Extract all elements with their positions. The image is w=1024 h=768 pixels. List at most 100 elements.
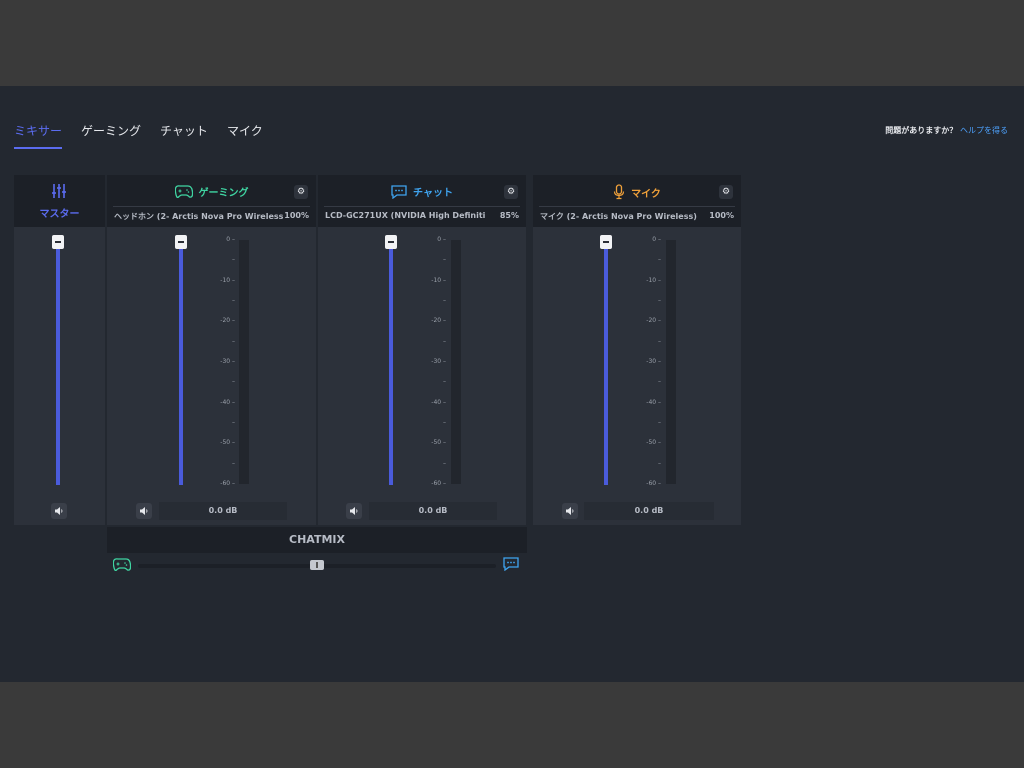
mixer-app: ミキサー ゲーミング チャット マイク 問題がありますか？ ヘルプを得る マスタ… xyxy=(0,86,1024,682)
master-volume-handle[interactable] xyxy=(52,235,64,249)
master-body xyxy=(14,227,105,525)
mic-mute-button[interactable] xyxy=(562,503,578,519)
meter-tick-label: -60 – xyxy=(431,480,446,487)
meter-tick-label: – xyxy=(232,419,235,426)
meter-tick-label: 0 – xyxy=(652,236,661,243)
gaming-settings-gear-icon[interactable]: ⚙ xyxy=(294,185,308,199)
gaming-db-value[interactable]: 0.0 dB xyxy=(159,502,287,520)
meter-tick-label: -40 – xyxy=(220,398,235,406)
mic-volume-handle[interactable] xyxy=(600,235,612,249)
meter-tick-label: – xyxy=(232,256,235,264)
chat-header: チャット ⚙ LCD-GC271UX (NVIDIA High Definiti… xyxy=(318,175,526,227)
mic-volume-track[interactable] xyxy=(604,240,608,485)
meter-tick-label: 0 – xyxy=(226,236,235,243)
chat-title: チャット xyxy=(413,188,453,199)
mic-settings-gear-icon[interactable]: ⚙ xyxy=(719,185,733,199)
meter-tick-label: – xyxy=(232,297,235,304)
chat-bubble-icon xyxy=(391,184,407,199)
meter-tick-label: – xyxy=(232,378,235,386)
mic-percent: 100% xyxy=(709,211,734,220)
meter-tick-label: -50 – xyxy=(431,439,446,447)
chat-mute-button[interactable] xyxy=(346,503,362,519)
gaming-column: ゲーミング ⚙ ヘッドホン (2- Arctis Nova Pro Wirele… xyxy=(107,175,316,525)
chat-settings-gear-icon[interactable]: ⚙ xyxy=(504,185,518,199)
meter-tick-label: – xyxy=(658,378,661,386)
tab-chat[interactable]: チャット xyxy=(160,124,208,138)
meter-tick-label: – xyxy=(658,297,661,304)
gamepad-icon[interactable] xyxy=(113,558,131,571)
chat-db-value[interactable]: 0.0 dB xyxy=(369,502,497,520)
meter-tick-label: -20 – xyxy=(220,317,235,325)
gaming-mute-button[interactable] xyxy=(136,503,152,519)
divider xyxy=(324,206,520,207)
meter-tick-label: -40 – xyxy=(646,398,661,406)
meter-tick-label: -30 – xyxy=(431,358,446,365)
gaming-level-meter xyxy=(239,240,249,484)
chat-volume-handle[interactable] xyxy=(385,235,397,249)
gamepad-icon xyxy=(174,185,193,198)
gaming-volume-track[interactable] xyxy=(179,240,183,485)
meter-tick-label: -10 – xyxy=(646,276,661,284)
divider xyxy=(113,206,310,207)
master-mute-button[interactable] xyxy=(51,503,67,519)
speaker-icon xyxy=(55,507,63,515)
meter-tick-label: -30 – xyxy=(646,358,661,365)
meter-tick-label: – xyxy=(232,459,235,467)
chat-bubble-icon[interactable] xyxy=(503,557,519,571)
meter-tick-label: – xyxy=(443,256,446,264)
mic-level-meter xyxy=(666,240,676,484)
master-column: マスター xyxy=(14,175,105,525)
meter-tick-label: -40 – xyxy=(431,398,446,406)
meter-tick-label: – xyxy=(443,337,446,345)
sliders-icon xyxy=(52,184,66,198)
tab-mic[interactable]: マイク xyxy=(227,124,263,138)
speaker-icon xyxy=(566,507,574,515)
help-link[interactable]: ヘルプを得る xyxy=(960,126,1008,135)
meter-tick-label: – xyxy=(232,337,235,345)
mic-device-name: マイク (2- Arctis Nova Pro Wireless) xyxy=(540,212,697,221)
chatmix-title: CHATMIX xyxy=(107,527,527,553)
speaker-icon xyxy=(140,507,148,515)
meter-tick-label: -60 – xyxy=(646,480,661,487)
chat-body: 0 – – -10 – – -20 – – -30 – – -40 – – -50 – – -60 – … xyxy=(318,227,526,525)
help-question: 問題がありますか？ xyxy=(885,126,958,135)
meter-tick-label: -20 – xyxy=(431,317,446,325)
gaming-body: 0 – – -10 – – -20 – – -30 – – -40 – – -50 – – -60 – … xyxy=(107,227,316,525)
meter-tick-label: -10 – xyxy=(431,276,446,284)
meter-tick-label: – xyxy=(658,459,661,467)
meter-tick-label: – xyxy=(443,297,446,304)
tab-gaming[interactable]: ゲーミング xyxy=(81,124,142,138)
mic-meter-scale: 0 – – -10 – – -20 – – -30 – – -40 – – -50 – – -60 – xyxy=(631,236,661,489)
meter-tick-label: -60 – xyxy=(220,480,235,487)
mic-title: マイク xyxy=(631,188,661,200)
meter-tick-label: -20 – xyxy=(646,317,661,325)
gaming-device-name: ヘッドホン (2- Arctis Nova Pro Wireless) xyxy=(114,212,284,221)
divider xyxy=(539,206,735,207)
meter-tick-label: -50 – xyxy=(220,439,235,447)
chat-percent: 85% xyxy=(499,211,519,220)
help-text: 問題がありますか？ ヘルプを得る xyxy=(885,125,1008,136)
master-volume-track[interactable] xyxy=(56,240,60,485)
chat-meter-scale: 0 – – -10 – – -20 – – -30 – – -40 – – -50 – – -60 – xyxy=(416,236,446,489)
microphone-icon xyxy=(613,184,625,200)
meter-tick-label: – xyxy=(443,378,446,386)
master-header: マスター xyxy=(14,175,105,227)
speaker-icon xyxy=(350,507,358,515)
gaming-header: ゲーミング ⚙ ヘッドホン (2- Arctis Nova Pro Wirele… xyxy=(107,175,316,227)
gaming-percent: 100% xyxy=(284,211,309,220)
meter-tick-label: – xyxy=(443,419,446,426)
chat-level-meter xyxy=(451,240,461,484)
mic-db-value[interactable]: 0.0 dB xyxy=(584,502,714,520)
chat-device-name: LCD-GC271UX (NVIDIA High Definition ... xyxy=(325,211,485,220)
tab-mixer[interactable]: ミキサー xyxy=(14,122,63,149)
chatmix-panel: CHATMIX xyxy=(107,527,527,577)
meter-tick-label: – xyxy=(658,256,661,264)
chatmix-slider-handle[interactable] xyxy=(310,560,324,570)
meter-tick-label: 0 – xyxy=(437,236,446,243)
chat-column: チャット ⚙ LCD-GC271UX (NVIDIA High Definiti… xyxy=(318,175,526,525)
chat-volume-track[interactable] xyxy=(389,240,393,485)
gaming-volume-handle[interactable] xyxy=(175,235,187,249)
meter-tick-label: -10 – xyxy=(220,276,235,284)
meter-tick-label: – xyxy=(443,459,446,467)
mic-body: 0 – – -10 – – -20 – – -30 – – -40 – – -50 – – -60 – … xyxy=(533,227,741,525)
